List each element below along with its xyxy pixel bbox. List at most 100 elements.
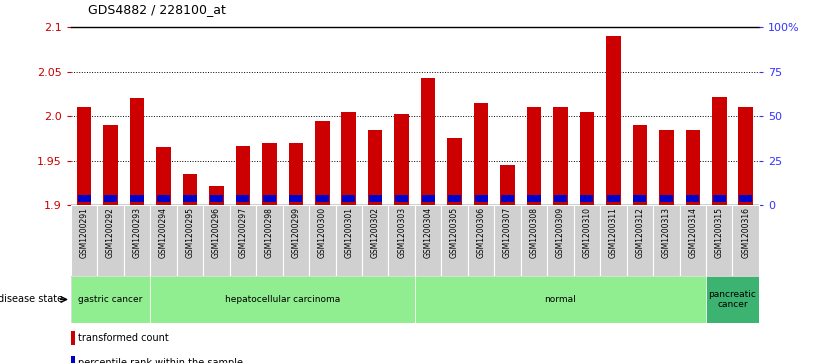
Bar <box>236 146 250 205</box>
Text: pancreatic
cancer: pancreatic cancer <box>709 290 756 309</box>
Bar <box>686 130 700 205</box>
Bar <box>130 98 144 205</box>
Bar <box>236 195 249 203</box>
Bar <box>421 78 435 205</box>
Bar <box>632 125 647 205</box>
Text: disease state: disease state <box>0 294 63 305</box>
Bar <box>123 205 150 276</box>
Bar <box>527 107 541 205</box>
Bar <box>209 185 224 205</box>
Bar <box>210 195 223 203</box>
Bar <box>316 195 329 203</box>
Bar <box>150 276 415 323</box>
Bar <box>712 97 726 205</box>
Text: GSM1200309: GSM1200309 <box>556 207 565 258</box>
Text: GSM1200316: GSM1200316 <box>741 207 751 258</box>
Bar <box>256 205 283 276</box>
Text: GSM1200305: GSM1200305 <box>450 207 459 258</box>
Bar <box>389 205 415 276</box>
Text: GSM1200307: GSM1200307 <box>503 207 512 258</box>
Text: GSM1200313: GSM1200313 <box>662 207 671 258</box>
Bar <box>289 143 303 205</box>
Bar <box>177 205 203 276</box>
Text: GSM1200296: GSM1200296 <box>212 207 221 258</box>
Bar <box>713 195 726 203</box>
Text: GSM1200315: GSM1200315 <box>715 207 724 258</box>
Text: GSM1200304: GSM1200304 <box>424 207 433 258</box>
Text: GSM1200302: GSM1200302 <box>371 207 379 258</box>
Bar <box>547 205 574 276</box>
Bar <box>527 195 540 203</box>
Bar <box>262 143 277 205</box>
Text: GSM1200297: GSM1200297 <box>239 207 248 258</box>
Bar <box>706 276 759 323</box>
Bar <box>341 112 356 205</box>
Bar <box>660 195 673 203</box>
Bar <box>520 205 547 276</box>
Bar <box>659 130 674 205</box>
Bar <box>395 195 408 203</box>
Bar <box>475 195 488 203</box>
Bar <box>130 195 143 203</box>
Bar <box>495 205 520 276</box>
Bar <box>71 276 150 323</box>
Text: GSM1200292: GSM1200292 <box>106 207 115 258</box>
Bar <box>283 205 309 276</box>
Bar <box>183 195 197 203</box>
Bar <box>500 165 515 205</box>
Text: transformed count: transformed count <box>78 334 169 343</box>
Bar <box>415 205 441 276</box>
Bar <box>156 147 171 205</box>
Bar <box>580 195 594 203</box>
Bar <box>574 205 600 276</box>
Bar <box>732 205 759 276</box>
Text: normal: normal <box>545 295 576 304</box>
Bar <box>501 195 514 203</box>
Bar <box>203 205 229 276</box>
Bar <box>415 276 706 323</box>
Bar <box>335 205 362 276</box>
Bar <box>653 205 680 276</box>
Bar <box>183 174 198 205</box>
Bar <box>104 195 117 203</box>
Bar <box>362 205 389 276</box>
Bar <box>71 331 75 344</box>
Bar <box>368 130 383 205</box>
Bar <box>394 114 409 205</box>
Bar <box>103 125 118 205</box>
Bar <box>633 195 646 203</box>
Text: GSM1200303: GSM1200303 <box>397 207 406 258</box>
Text: GDS4882 / 228100_at: GDS4882 / 228100_at <box>88 3 225 16</box>
Bar <box>738 107 753 205</box>
Bar <box>706 205 732 276</box>
Bar <box>157 195 170 203</box>
Bar <box>315 121 329 205</box>
Text: GSM1200312: GSM1200312 <box>636 207 645 258</box>
Text: GSM1200301: GSM1200301 <box>344 207 354 258</box>
Text: GSM1200306: GSM1200306 <box>476 207 485 258</box>
Text: hepatocellular carcinoma: hepatocellular carcinoma <box>225 295 340 304</box>
Text: GSM1200298: GSM1200298 <box>265 207 274 258</box>
Bar <box>71 205 98 276</box>
Text: GSM1200314: GSM1200314 <box>688 207 697 258</box>
Text: GSM1200300: GSM1200300 <box>318 207 327 258</box>
Bar <box>342 195 355 203</box>
Bar <box>553 107 568 205</box>
Bar <box>289 195 303 203</box>
Bar <box>447 138 462 205</box>
Bar <box>441 205 468 276</box>
Bar <box>263 195 276 203</box>
Bar <box>150 205 177 276</box>
Text: GSM1200294: GSM1200294 <box>159 207 168 258</box>
Bar <box>229 205 256 276</box>
Bar <box>77 107 92 205</box>
Bar <box>474 103 489 205</box>
Text: GSM1200308: GSM1200308 <box>530 207 539 258</box>
Bar <box>626 205 653 276</box>
Bar <box>71 356 75 363</box>
Bar <box>369 195 382 203</box>
Bar <box>554 195 567 203</box>
Bar <box>680 205 706 276</box>
Text: GSM1200311: GSM1200311 <box>609 207 618 258</box>
Text: percentile rank within the sample: percentile rank within the sample <box>78 358 244 363</box>
